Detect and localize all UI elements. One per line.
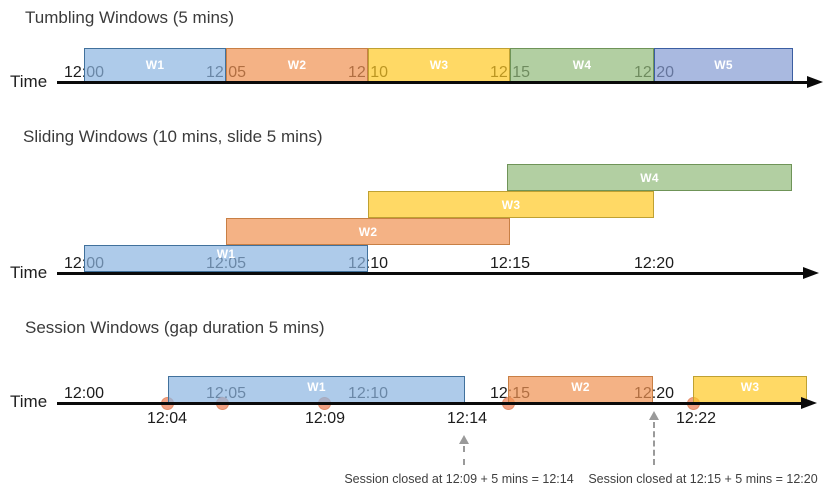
dashed-arrow-line (463, 446, 465, 465)
window-label: W4 (572, 58, 592, 72)
sliding-section-title: Sliding Windows (10 mins, slide 5 mins) (23, 127, 323, 146)
sliding-tick-1215: 12:15 (489, 255, 531, 272)
sliding-axis-arrow-icon (803, 267, 819, 279)
sliding-time-axis (57, 272, 805, 275)
event-label-1204: 12:04 (146, 410, 188, 427)
session-window-w2: W2 (508, 376, 653, 403)
tumbling-window-w2: W2 (226, 48, 368, 82)
tumbling-window-w3: W3 (368, 48, 510, 82)
dashed-arrow-up-icon (649, 411, 659, 420)
tumbling-window-w1: W1 (84, 48, 226, 82)
session-window-w1: W1 (168, 376, 465, 403)
window-label: W3 (429, 58, 449, 72)
tumbling-window-w4: W4 (510, 48, 654, 82)
window-label: W3 (501, 197, 521, 212)
window-label: W4 (640, 170, 659, 185)
session-section-title: Session Windows (gap duration 5 mins) (25, 318, 325, 337)
tumbling-section-title: Tumbling Windows (5 mins) (25, 8, 235, 27)
dashed-arrow-up-icon (459, 435, 469, 444)
session-time-axis-label: Time (10, 392, 48, 411)
sliding-window-w4: W4 (507, 164, 792, 191)
window-label: W5 (714, 58, 733, 72)
tumbling-time-axis (57, 81, 809, 84)
event-label-1214: 12:14 (446, 410, 488, 427)
tumbling-time-axis-label: Time (10, 72, 48, 91)
session-window-w3: W3 (693, 376, 807, 403)
session-closed-annotation-1: Session closed at 12:09 + 5 mins = 12:14 (344, 472, 574, 486)
session-time-axis (57, 402, 804, 405)
window-label: W2 (287, 58, 307, 72)
window-label: W2 (358, 224, 378, 239)
window-label: W3 (740, 379, 760, 394)
dashed-arrow-line (653, 422, 655, 465)
session-tick-1200: 12:00 (63, 385, 105, 402)
window-label: W2 (571, 379, 590, 394)
tumbling-axis-arrow-icon (807, 76, 823, 88)
event-label-1222: 12:22 (675, 410, 717, 427)
session-closed-annotation-2: Session closed at 12:15 + 5 mins = 12:20 (588, 472, 818, 486)
window-label: W1 (307, 379, 326, 394)
tumbling-window-w5: W5 (654, 48, 793, 82)
sliding-window-w1: W1 (84, 245, 368, 272)
window-label: W1 (216, 246, 236, 261)
session-axis-arrow-icon (801, 397, 817, 409)
sliding-window-w3: W3 (368, 191, 654, 218)
sliding-window-w2: W2 (226, 218, 510, 245)
sliding-time-axis-label: Time (10, 263, 48, 282)
sliding-tick-1220: 12:20 (633, 255, 675, 272)
window-label: W1 (145, 58, 165, 72)
event-label-1209: 12:09 (304, 410, 346, 427)
